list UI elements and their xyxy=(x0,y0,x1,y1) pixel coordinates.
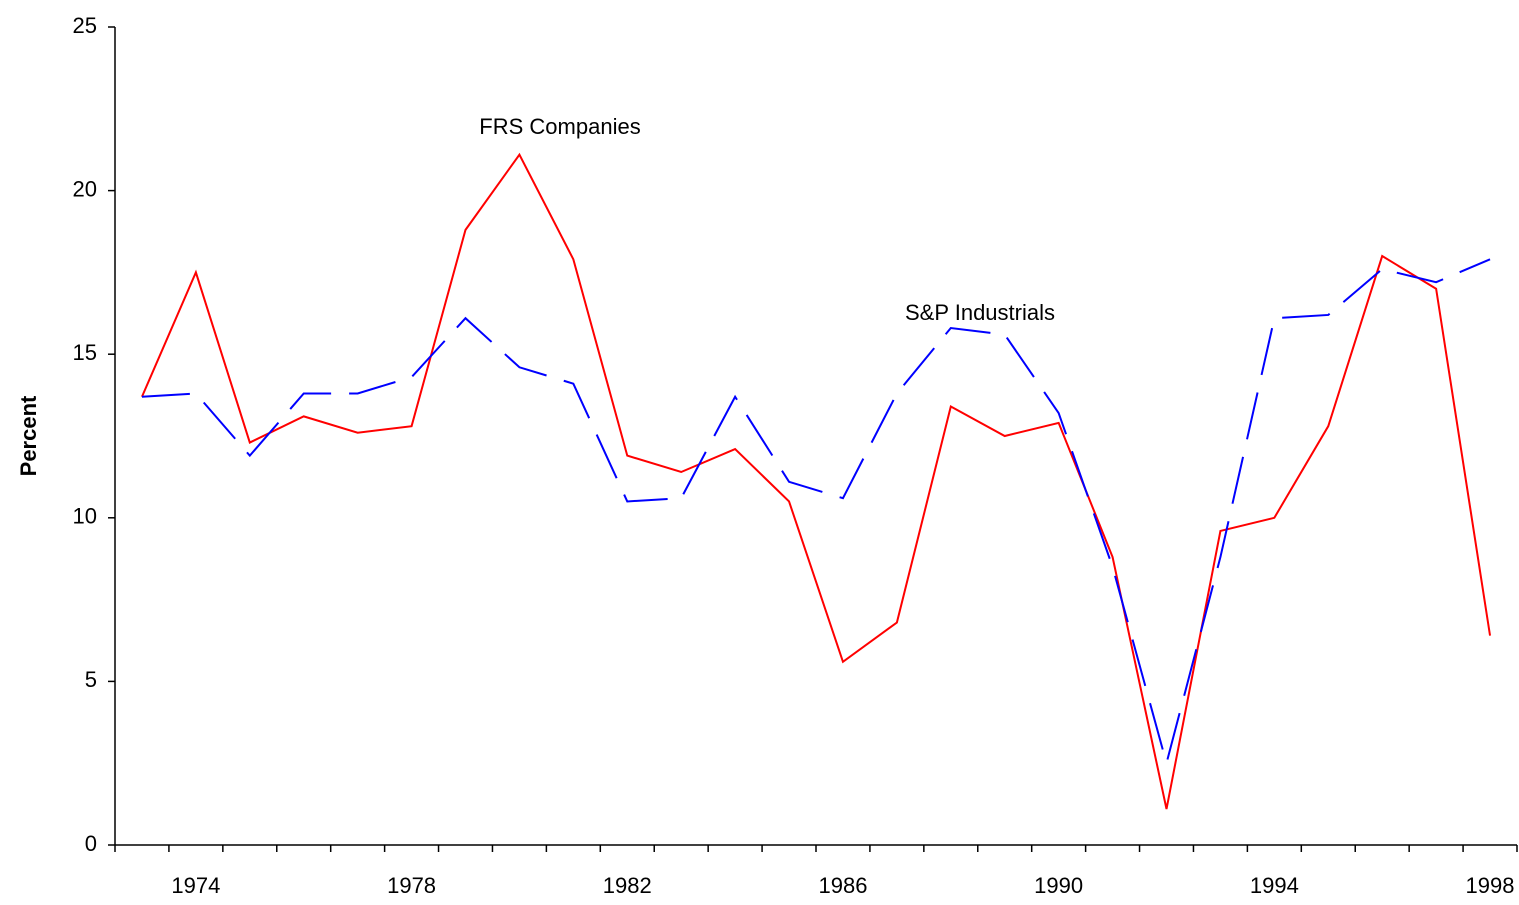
x-tick-label: 1974 xyxy=(171,873,220,898)
y-tick-label: 25 xyxy=(73,13,97,38)
y-tick-label: 15 xyxy=(73,340,97,365)
annotation: S&P Industrials xyxy=(905,300,1055,325)
y-tick-label: 5 xyxy=(85,667,97,692)
x-tick-label: 1990 xyxy=(1034,873,1083,898)
x-tick-label: 1986 xyxy=(818,873,867,898)
series-line xyxy=(141,152,1492,810)
x-tick-label: 1998 xyxy=(1466,873,1515,898)
y-tick-label: 0 xyxy=(85,831,97,856)
y-axis-label: Percent xyxy=(16,395,41,476)
y-tick-label: 20 xyxy=(73,176,97,201)
annotation: FRS Companies xyxy=(479,114,640,139)
series-line xyxy=(141,258,1491,768)
x-tick-label: 1978 xyxy=(387,873,436,898)
x-tick-label: 1994 xyxy=(1250,873,1299,898)
y-tick-label: 10 xyxy=(73,504,97,529)
x-tick-label: 1982 xyxy=(603,873,652,898)
